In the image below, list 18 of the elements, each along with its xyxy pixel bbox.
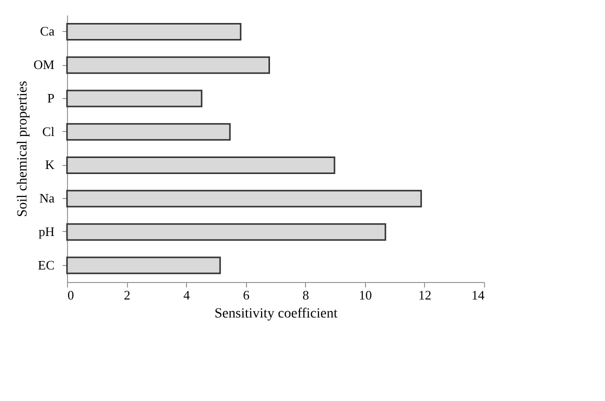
x-tick-label: 4 <box>183 288 190 302</box>
y-tick-label: Cl <box>42 124 55 139</box>
x-tick-label: 10 <box>358 288 372 302</box>
x-tick-label: 2 <box>124 288 130 302</box>
y-tick-label: P <box>47 90 54 106</box>
x-tick-label: 12 <box>418 288 432 302</box>
y-tick-label: pH <box>38 224 54 239</box>
x-tick-label: 14 <box>472 288 485 302</box>
y-tick-label: K <box>45 157 56 172</box>
x-tick-label: 8 <box>302 288 310 302</box>
y-tick-label: EC <box>38 257 54 272</box>
x-tick-label: 6 <box>242 288 250 302</box>
y-axis-title: Soil chemical properties <box>16 80 31 218</box>
y-tick-label: Na <box>39 190 55 206</box>
y-tick-label: OM <box>34 57 55 72</box>
y-tick-label: Ca <box>40 24 55 39</box>
x-axis-title: Sensitivity coefficient <box>214 306 338 322</box>
x-tick-label: 0 <box>68 288 74 302</box>
